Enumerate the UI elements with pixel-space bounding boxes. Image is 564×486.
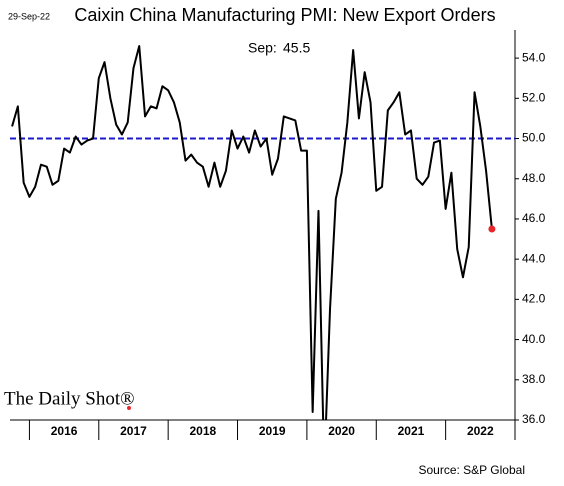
watermark-dot [127,406,131,410]
chart-title: Caixin China Manufacturing PMI: New Expo… [74,5,495,25]
y-tick-label: 48.0 [522,171,546,185]
watermark: The Daily Shot® [4,388,135,409]
x-tick-label: 2022 [467,424,494,438]
x-tick-label: 2018 [189,424,216,438]
x-tick-label: 2021 [398,424,425,438]
y-tick-label: 36.0 [522,412,546,426]
data-line [11,45,493,420]
y-tick-label: 52.0 [522,90,546,104]
x-tick-label: 2016 [51,424,78,438]
last-point [488,225,496,233]
x-tick-label: 2020 [328,424,355,438]
y-tick-label: 44.0 [522,251,546,265]
source: Source: S&P Global [418,463,525,477]
y-tick-label: 50.0 [522,131,546,145]
y-tick-label: 46.0 [522,211,546,225]
x-tick-label: 2019 [259,424,286,438]
date-label: 29-Sep-22 [8,11,50,21]
annotation-label: Sep: [248,40,277,56]
y-tick-label: 38.0 [522,372,546,386]
y-tick-label: 42.0 [522,292,546,306]
y-tick-label: 54.0 [522,50,546,64]
annotation-value: 45.5 [283,40,310,56]
y-tick-label: 40.0 [522,332,546,346]
x-tick-label: 2017 [120,424,147,438]
